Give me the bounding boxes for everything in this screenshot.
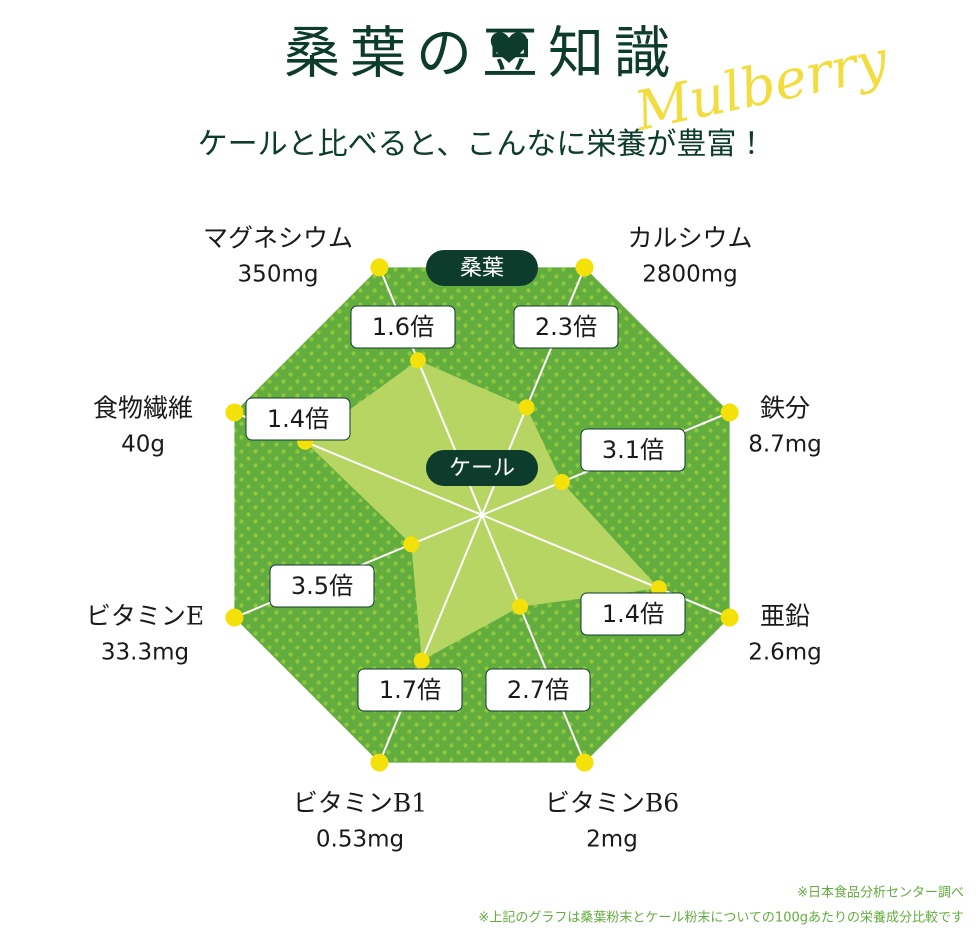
vertex-dot	[225, 608, 244, 627]
vertex-dot	[575, 753, 594, 772]
ratio-box	[513, 305, 619, 349]
vertex-dot	[575, 258, 594, 277]
kale-dot	[553, 473, 570, 490]
kale-dot	[409, 352, 426, 369]
heart-icon	[490, 32, 528, 63]
category-label: ビタミンB1	[293, 789, 427, 818]
amount-label: 33.3mg	[101, 640, 189, 666]
vertex-dot	[370, 753, 389, 772]
kale-dot	[518, 399, 535, 416]
ratio-label: 2.7倍	[507, 676, 569, 704]
category-label: マグネシウム	[203, 224, 353, 253]
amount-label: 8.7mg	[748, 432, 822, 458]
kale-dot	[650, 580, 667, 597]
amount-label: 0.53mg	[316, 827, 404, 853]
title: 桑葉の豆知識	[284, 22, 680, 87]
category-label: 亜鉛	[760, 602, 810, 631]
amount-label: 40g	[121, 432, 165, 458]
category-label: ビタミンE	[86, 602, 204, 631]
ratio-box	[485, 668, 591, 712]
vertex-dot	[720, 403, 739, 422]
category-label: 食物繊維	[93, 394, 193, 423]
ratio-box	[269, 564, 375, 608]
legend-badge	[426, 250, 538, 286]
kale-dot	[511, 598, 528, 615]
ratio-box	[357, 668, 463, 712]
ratio-label: 1.7倍	[379, 676, 441, 704]
vertex-dot	[225, 403, 244, 422]
legend-label: 桑葉	[460, 256, 504, 281]
ratio-label: 1.4倍	[267, 405, 329, 433]
ratio-box	[580, 592, 686, 636]
kale-dot	[413, 652, 430, 669]
spoke	[481, 514, 586, 763]
legend-badge	[426, 450, 538, 486]
note: ※日本食品分析センター調べ	[797, 886, 964, 901]
note: ※上記のグラフは桑葉粉末とケール粉末についての100gあたりの栄養成分比較です	[478, 910, 964, 926]
category-label: ビタミンB6	[545, 789, 679, 818]
vertex-dot	[370, 258, 389, 277]
legend-label: ケール	[449, 456, 515, 481]
category-label: カルシウム	[627, 224, 752, 253]
amount-label: 350mg	[238, 262, 319, 288]
subtitle: ケールと比べると、こんなに栄養が豊富！	[198, 127, 767, 162]
ratio-box	[245, 397, 351, 441]
ratio-label: 2.3倍	[535, 313, 597, 341]
kale-dot	[403, 536, 420, 553]
ratio-label: 1.4倍	[602, 600, 664, 628]
kale-area	[305, 360, 659, 661]
ratio-label: 3.5倍	[291, 572, 353, 600]
radar: 1.6倍 2.3倍 3.1倍 1.4倍 2.7倍 1.7倍 3.5倍 1.4倍 マグネシウム 35…	[86, 224, 822, 853]
amount-label: 2.6mg	[748, 640, 822, 666]
ratio-box	[350, 305, 456, 349]
ratio-label: 3.1倍	[602, 436, 664, 464]
ratio-label: 1.6倍	[372, 313, 434, 341]
spoke	[481, 514, 730, 619]
amount-label: 2800mg	[642, 262, 738, 288]
spoke	[378, 514, 483, 763]
amount-label: 2mg	[586, 827, 638, 853]
ratio-box	[580, 428, 686, 472]
category-label: 鉄分	[760, 394, 810, 423]
vertex-dot	[720, 608, 739, 627]
